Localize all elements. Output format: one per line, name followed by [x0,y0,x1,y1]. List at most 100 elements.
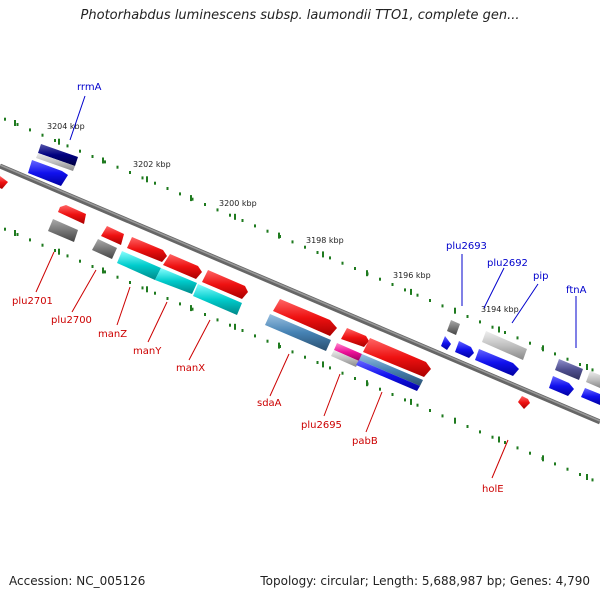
accession-label: Accession: NC_005126 [9,574,146,588]
tick-major [14,230,16,236]
gene-label-plu2692[interactable]: plu2692 [487,258,528,269]
tick-minor [579,363,581,366]
gene-feature-blue-3[interactable] [455,341,474,358]
tick-major [102,157,104,164]
gene-feature-red-4[interactable] [163,254,202,279]
gene-label-pabB[interactable]: pabB [352,436,378,447]
tick-minor [404,398,406,402]
tick-major [410,288,412,295]
gene-feature-blue-2[interactable] [441,336,451,350]
gene-feature-grey-edge[interactable] [586,371,600,388]
gene-feature-manZ[interactable] [117,251,161,280]
gene-feature-blue-edge[interactable] [581,388,600,405]
tick-minor [266,229,269,233]
gene-label-holE[interactable]: holE [482,484,504,495]
gene-label-plu2700[interactable]: plu2700 [51,315,92,326]
tick-minor [116,275,119,279]
gene-feature-grey-2695[interactable] [331,350,359,367]
gene-feature-steel-2[interactable] [359,354,423,386]
gene-feature-red-edge[interactable] [0,176,8,189]
gene-feature-pip[interactable] [475,349,519,376]
gene-feature-blue-4[interactable] [549,376,574,396]
tick-major [278,342,280,349]
tick-minor [516,446,519,450]
gene-feature-red-3[interactable] [127,237,167,262]
tick-minor [41,133,44,137]
tick-minor [229,213,231,217]
gene-label-pip[interactable]: pip [533,271,548,282]
gene-feature-pabB[interactable] [356,360,420,391]
coord-label-3196: 3196 kbp [393,271,431,280]
gene-label-plu2695[interactable]: plu2695 [301,420,342,431]
tick-major [322,361,324,368]
tick-minor [441,414,444,418]
tick-minor [354,267,356,270]
coordinate-labels: 3204 kbp 3202 kbp 3200 kbp 3198 kbp 3196… [47,122,519,314]
tick-major [498,436,500,443]
tick-minor [491,325,494,329]
tick-minor [491,435,494,439]
tick-minor [79,149,81,153]
tick-minor [216,208,219,212]
gene-feature-holE[interactable] [518,396,530,409]
tick-major [410,398,412,405]
tick-major [146,286,148,293]
tick-minor [391,393,394,396]
gene-feature-sdaA[interactable] [265,314,331,351]
gene-feature-plu2692[interactable] [482,331,527,360]
tick-minor [341,261,344,265]
gene-label-plu2693[interactable]: plu2693 [446,241,487,252]
gene-feature-plu2701-red[interactable] [58,205,86,224]
gene-feature-manY[interactable] [155,268,197,294]
tick-minor [129,171,131,174]
gene-label-ftnA[interactable]: ftnA [566,285,587,296]
gene-feature-plu2700[interactable] [92,239,117,259]
tick-marks [4,117,594,482]
tick-major [190,195,192,202]
gene-feature-ftnA[interactable] [555,359,583,380]
tick-minor [416,403,419,407]
tick-major [190,305,192,312]
tick-minor [79,259,81,263]
gene-label-plu2701[interactable]: plu2701 [12,296,53,307]
gene-features[interactable] [0,144,600,409]
tick-minor [116,165,119,169]
gene-label-manZ[interactable]: manZ [98,329,127,340]
tick-minor [91,265,94,268]
coord-label-3200: 3200 kbp [219,199,257,208]
gene-feature-blue-1[interactable] [28,160,68,186]
tick-minor [529,341,531,345]
gene-feature-plu2701[interactable] [48,219,78,242]
gene-feature-red-2[interactable] [101,226,124,245]
gene-feature-rrmA-rna[interactable] [36,153,75,171]
gene-feature-plu2693[interactable] [447,320,460,335]
gene-label-manY[interactable]: manY [133,346,162,357]
leader-lines [35,95,577,479]
tick-minor [341,371,344,375]
genome-summary: Topology: circular; Length: 5,688,987 bp… [260,574,590,588]
gene-feature-red-8[interactable] [363,338,431,377]
tick-minor [191,307,194,311]
tick-major [146,176,148,183]
coord-label-3194: 3194 kbp [481,305,519,314]
gene-label-sdaA[interactable]: sdaA [257,398,282,409]
gene-label-manX[interactable]: manX [176,363,205,374]
tick-major [542,345,544,352]
tick-minor [254,224,256,228]
tick-minor [304,355,306,359]
gene-feature-rrmA[interactable] [38,144,78,166]
gene-feature-plu2695[interactable] [334,343,362,361]
tick-minor [504,331,506,334]
gene-feature-red-5[interactable] [202,270,248,299]
gene-label-rrmA[interactable]: rrmA [77,82,102,93]
tick-major [102,267,104,274]
tick-major [454,417,456,424]
tick-minor [66,144,69,148]
tick-minor [479,320,481,324]
tick-minor [254,334,256,338]
gene-feature-red-7[interactable] [341,328,369,347]
gene-feature-red-6[interactable] [273,299,337,336]
tick-minor [291,240,294,244]
gene-feature-manX[interactable] [193,284,242,315]
